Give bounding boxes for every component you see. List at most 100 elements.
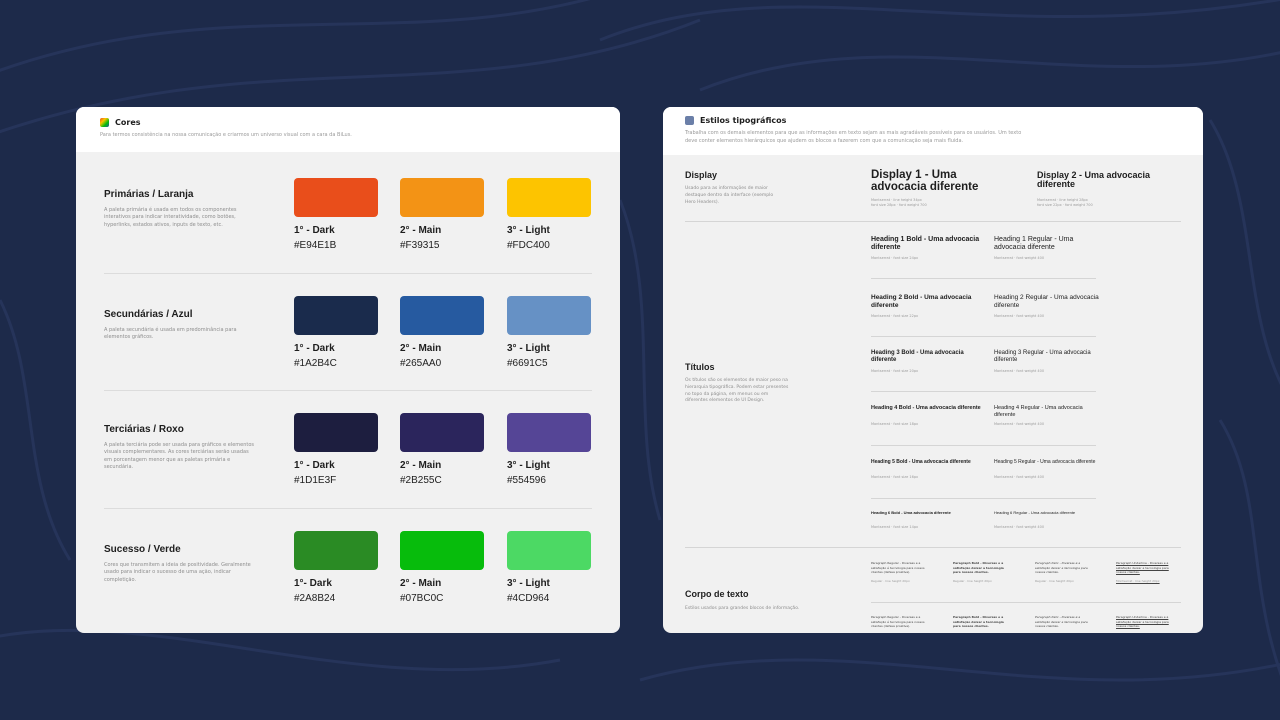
color-swatch[interactable] (294, 531, 378, 570)
palette-tertiary: Terciárias / Roxo A paleta terciária pod… (104, 413, 592, 509)
swatch-hex: #554596 (507, 475, 546, 486)
swatch-light[interactable]: 3° - Light #4CD964 (507, 531, 591, 604)
swatch-hex: #1A2B4C (294, 358, 337, 369)
typography-title: Estilos tipográficos (685, 116, 1181, 125)
palette-primary: Primárias / Laranja A paleta primária é … (104, 178, 592, 274)
swatch-dark[interactable]: 1° - Dark #1D1E3F (294, 413, 378, 486)
palette-description: A paleta terciária pode ser usada para g… (104, 442, 255, 470)
heading-3-bold-sample: Heading 3 Bold - Uma advocacia diferente (871, 350, 964, 364)
swatch-dark[interactable]: 1° - Dark #E94E1B (294, 178, 378, 251)
body-text-section-label: Corpo de texto (685, 589, 749, 599)
heading-2-regular-sample: Heading 2 Regular - Uma advocacia difere… (994, 294, 1099, 309)
heading-6-bold-sample: Heading 6 Bold - Uma advocacia diferente (871, 510, 951, 515)
heading-meta: Montserrat · font weight 400 (994, 314, 1045, 318)
body-sample-italic: Paragraph Italic - Diversas e a satisfaç… (1035, 561, 1088, 583)
body-sample-bold: Paragraph Bold - Diversas e a satisfação… (953, 561, 1004, 583)
colors-title: Cores (100, 118, 596, 127)
swatch-hex: #265AA0 (400, 358, 442, 369)
body-sample-underline: Paragraph Underline - Diversas e a satis… (1116, 561, 1169, 583)
colors-title-text: Cores (115, 118, 141, 127)
colors-card: Cores Para termos consistência na nossa … (76, 107, 620, 633)
swatch-hex: #F39315 (400, 240, 440, 251)
display-1-sample: Display 1 - Uma advocacia diferente (871, 169, 979, 194)
color-swatch[interactable] (400, 531, 484, 570)
titles-section-label: Títulos (685, 362, 715, 372)
row-divider (871, 336, 1096, 337)
color-swatch[interactable] (294, 178, 378, 217)
swatch-light[interactable]: 3° - Light #6691C5 (507, 296, 591, 369)
swatch-light[interactable]: 3° - Light #554596 (507, 413, 591, 486)
display-section-label: Display (685, 170, 718, 180)
swatch-hex: #FDC400 (507, 240, 550, 251)
row-divider (871, 278, 1096, 279)
body-sample-regular: Paragraph Regular - Diversas e a satisfa… (871, 561, 925, 583)
color-swatch[interactable] (507, 413, 591, 452)
swatch-label: 2° - Main (400, 578, 442, 589)
section-divider (685, 547, 1181, 548)
heading-3-regular-sample: Heading 3 Regular - Uma advocacia difere… (994, 350, 1091, 364)
swatch-hex: #4CD964 (507, 593, 550, 604)
swatch-label: 3° - Light (507, 460, 550, 471)
heading-1-regular-sample: Heading 1 Regular - Uma advocacia difere… (994, 236, 1074, 252)
heading-meta: Montserrat · font size 24px (871, 256, 919, 260)
typography-description: Trabalha com os demais elementos para qu… (685, 130, 1022, 144)
swatch-hex: #07BC0C (400, 593, 444, 604)
heading-meta: Montserrat · font weight 400 (994, 475, 1045, 479)
palette-name: Primárias / Laranja (104, 189, 194, 200)
color-swatch[interactable] (400, 413, 484, 452)
swatch-hex: #6691C5 (507, 358, 548, 369)
display-2-meta: Montserrat · line height 28px font size 2… (1037, 198, 1093, 208)
swatch-label: 3° - Light (507, 578, 550, 589)
colors-card-header: Cores Para termos consistência na nossa … (76, 107, 620, 152)
body-sample-bold-2: Paragraph Bold - Diversas e a satisfação… (953, 615, 1004, 628)
heading-meta: Montserrat · font weight 400 (994, 369, 1045, 373)
divider (104, 390, 592, 391)
display-section-description: Usado para as informações de maior desta… (685, 186, 774, 205)
color-swatch[interactable] (294, 296, 378, 335)
row-divider (871, 391, 1096, 392)
swatch-label: 1° - Dark (294, 460, 335, 471)
palette-name: Terciárias / Roxo (104, 424, 184, 435)
palette-success: Sucesso / Verde Cores que transmitem a i… (104, 531, 592, 626)
palette-description: Cores que transmitem a ideia de positivi… (104, 562, 251, 583)
display-1-meta: Montserrat · line height 34px font size 2… (871, 198, 927, 208)
swatch-main[interactable]: 2° - Main #F39315 (400, 178, 484, 251)
typography-card-header: Estilos tipográficos Trabalha com os dem… (663, 107, 1203, 155)
color-swatch[interactable] (507, 531, 591, 570)
swatch-main[interactable]: 2° - Main #2B255C (400, 413, 484, 486)
swatch-main[interactable]: 2° - Main #07BC0C (400, 531, 484, 604)
heading-2-bold-sample: Heading 2 Bold - Uma advocacia diferente (871, 294, 972, 309)
text-style-icon (685, 116, 694, 125)
heading-meta: Montserrat · font size 16px (871, 475, 919, 479)
swatch-light[interactable]: 3° - Light #FDC400 (507, 178, 591, 251)
heading-6-regular-sample: Heading 6 Regular - Uma advocacia difere… (994, 510, 1076, 515)
swatch-label: 1° - Dark (294, 343, 335, 354)
titles-section-description: Os títulos são os elementos de maior pes… (685, 378, 789, 404)
rainbow-icon (100, 118, 109, 127)
swatch-dark[interactable]: 1° - Dark #1A2B4C (294, 296, 378, 369)
swatch-hex: #2B255C (400, 475, 442, 486)
swatch-dark[interactable]: 1°- Dark #2A8B24 (294, 531, 378, 604)
divider (104, 273, 592, 274)
swatch-main[interactable]: 2° - Main #265AA0 (400, 296, 484, 369)
palette-name: Sucesso / Verde (104, 544, 181, 555)
row-divider (871, 498, 1096, 499)
heading-1-bold-sample: Heading 1 Bold - Uma advocacia diferente (871, 236, 980, 252)
swatch-label: 1°- Dark (294, 578, 332, 589)
color-swatch[interactable] (400, 296, 484, 335)
row-divider (871, 445, 1096, 446)
color-swatch[interactable] (507, 296, 591, 335)
heading-4-bold-sample: Heading 4 Bold - Uma advocacia diferente (871, 405, 981, 411)
color-swatch[interactable] (400, 178, 484, 217)
heading-meta: Montserrat · font size 20px (871, 369, 919, 373)
section-divider (685, 221, 1181, 222)
swatch-label: 1° - Dark (294, 225, 335, 236)
color-swatch[interactable] (507, 178, 591, 217)
color-swatch[interactable] (294, 413, 378, 452)
palette-name: Secundárias / Azul (104, 309, 193, 320)
swatch-label: 2° - Main (400, 343, 442, 354)
typography-card: Estilos tipográficos Trabalha com os dem… (663, 107, 1203, 633)
heading-meta: Montserrat · font weight 400 (994, 256, 1045, 260)
heading-5-bold-sample: Heading 5 Bold - Uma advocacia diferente (871, 459, 971, 465)
